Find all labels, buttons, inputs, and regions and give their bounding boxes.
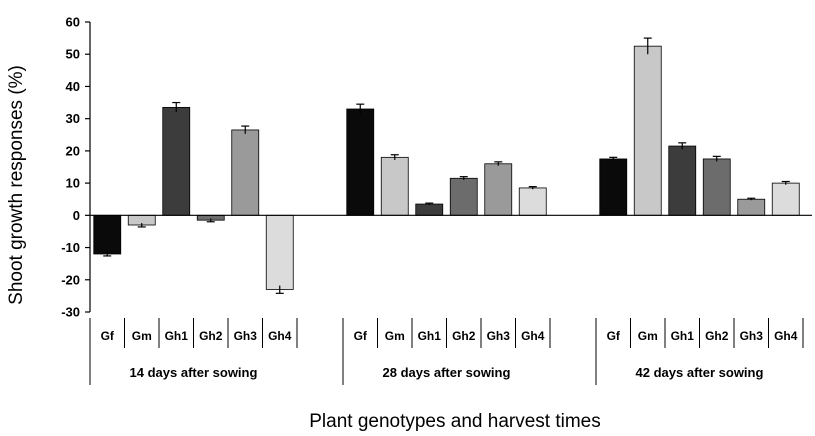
bar	[599, 158, 628, 216]
labels-layer: -30 -20 -10 0 10 20 30 40 50 60 Gf Gm Gh1 Gh2 Gh3 Gh4 14…	[61, 15, 798, 381]
group-label: 14 days after sowing	[130, 365, 258, 380]
y-axis-label: Shoot growth responses (%)	[6, 65, 27, 305]
y-tick-label: -20	[61, 272, 80, 287]
category-label: Gh3	[487, 329, 511, 343]
category-label: Gh4	[774, 329, 798, 343]
category-label: Gh1	[165, 329, 189, 343]
axes-layer	[85, 21, 812, 385]
category-label: Gh4	[268, 329, 292, 343]
bar	[484, 163, 513, 216]
category-label: Gh2	[199, 329, 223, 343]
bar	[771, 182, 800, 216]
bar	[346, 108, 375, 216]
category-label: Gf	[101, 329, 115, 343]
category-label: Gh2	[705, 329, 729, 343]
bar	[380, 156, 409, 216]
group-label: 42 days after sowing	[636, 365, 764, 380]
y-tick-label: 30	[66, 111, 80, 126]
bars-layer	[93, 37, 800, 294]
category-label: Gf	[607, 329, 621, 343]
category-label: Gh2	[452, 329, 476, 343]
bar	[518, 187, 547, 216]
category-label: Gh1	[418, 329, 442, 343]
bar	[265, 214, 294, 290]
bar	[93, 214, 122, 255]
group-label: 28 days after sowing	[383, 365, 511, 380]
bar	[415, 203, 444, 216]
bar	[737, 198, 766, 216]
category-label: Gm	[132, 329, 152, 343]
category-label: Gh3	[234, 329, 258, 343]
bar	[633, 45, 662, 216]
category-label: Gh1	[671, 329, 695, 343]
bar	[231, 129, 260, 216]
bar	[162, 106, 191, 216]
y-tick-label: -30	[61, 305, 80, 320]
bar	[702, 158, 731, 216]
y-tick-label: 0	[73, 208, 80, 223]
category-label: Gh3	[740, 329, 764, 343]
y-tick-label: 10	[66, 176, 80, 191]
category-label: Gm	[385, 329, 405, 343]
y-tick-label: 50	[66, 47, 80, 62]
category-label: Gh4	[521, 329, 545, 343]
x-axis-label: Plant genotypes and harvest times	[309, 411, 601, 432]
category-label: Gf	[354, 329, 368, 343]
y-tick-label: 20	[66, 143, 80, 158]
y-tick-label: 40	[66, 79, 80, 94]
bar	[668, 145, 697, 216]
y-tick-label: 60	[66, 15, 80, 30]
bar	[449, 177, 478, 216]
y-tick-label: -10	[61, 240, 80, 255]
category-label: Gm	[638, 329, 658, 343]
